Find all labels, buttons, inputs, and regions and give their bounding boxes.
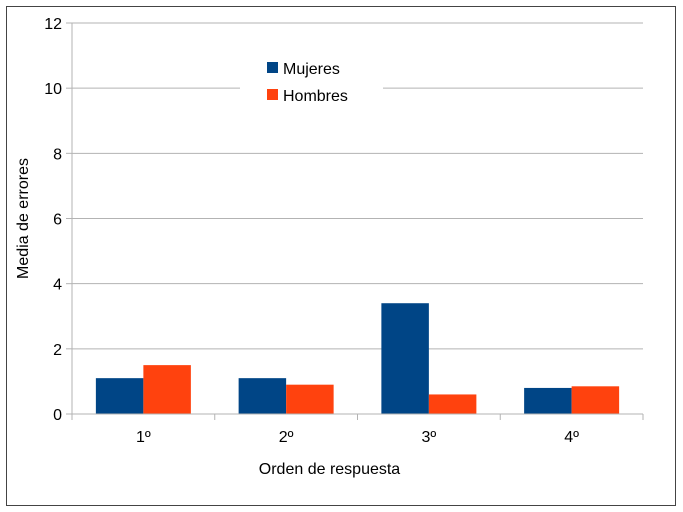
bar-mujeres-4 <box>524 387 572 414</box>
y-tick-label: 4 <box>53 277 62 294</box>
legend-swatch-hombres <box>267 89 278 100</box>
y-tick-label: 10 <box>44 81 62 98</box>
axes <box>71 23 643 415</box>
x-tick-label: 3º <box>422 429 437 446</box>
bar-hombres-2 <box>286 384 334 414</box>
y-tick-label: 6 <box>53 212 62 229</box>
bar-hombres-1 <box>143 365 191 414</box>
legend-label-mujeres: Mujeres <box>283 61 340 78</box>
y-tick-label: 2 <box>53 342 62 359</box>
y-tick-label: 8 <box>53 146 62 163</box>
bar-mujeres-3 <box>381 303 429 414</box>
legend: Mujeres Hombres <box>240 52 383 114</box>
x-axis-title: Orden de respuesta <box>259 461 401 478</box>
y-tick-label: 0 <box>53 407 62 424</box>
legend-box <box>240 52 383 114</box>
bar-mujeres-1 <box>95 378 144 414</box>
bars <box>95 303 620 414</box>
legend-label-hombres: Hombres <box>283 88 348 105</box>
bar-mujeres-2 <box>238 378 287 414</box>
x-tick-labels: 1º 2º 3º 4º <box>136 429 579 446</box>
legend-swatch-mujeres <box>267 62 278 73</box>
y-axis-title: Media de errores <box>15 158 32 279</box>
x-tick-label: 4º <box>564 429 579 446</box>
x-tick-label: 2º <box>279 429 294 446</box>
bar-hombres-3 <box>428 394 477 414</box>
x-tick-label: 1º <box>136 429 151 446</box>
y-tick-label: 12 <box>44 16 62 33</box>
y-tick-labels: 0 2 4 6 8 10 12 <box>44 16 62 424</box>
bar-hombres-4 <box>571 386 620 414</box>
